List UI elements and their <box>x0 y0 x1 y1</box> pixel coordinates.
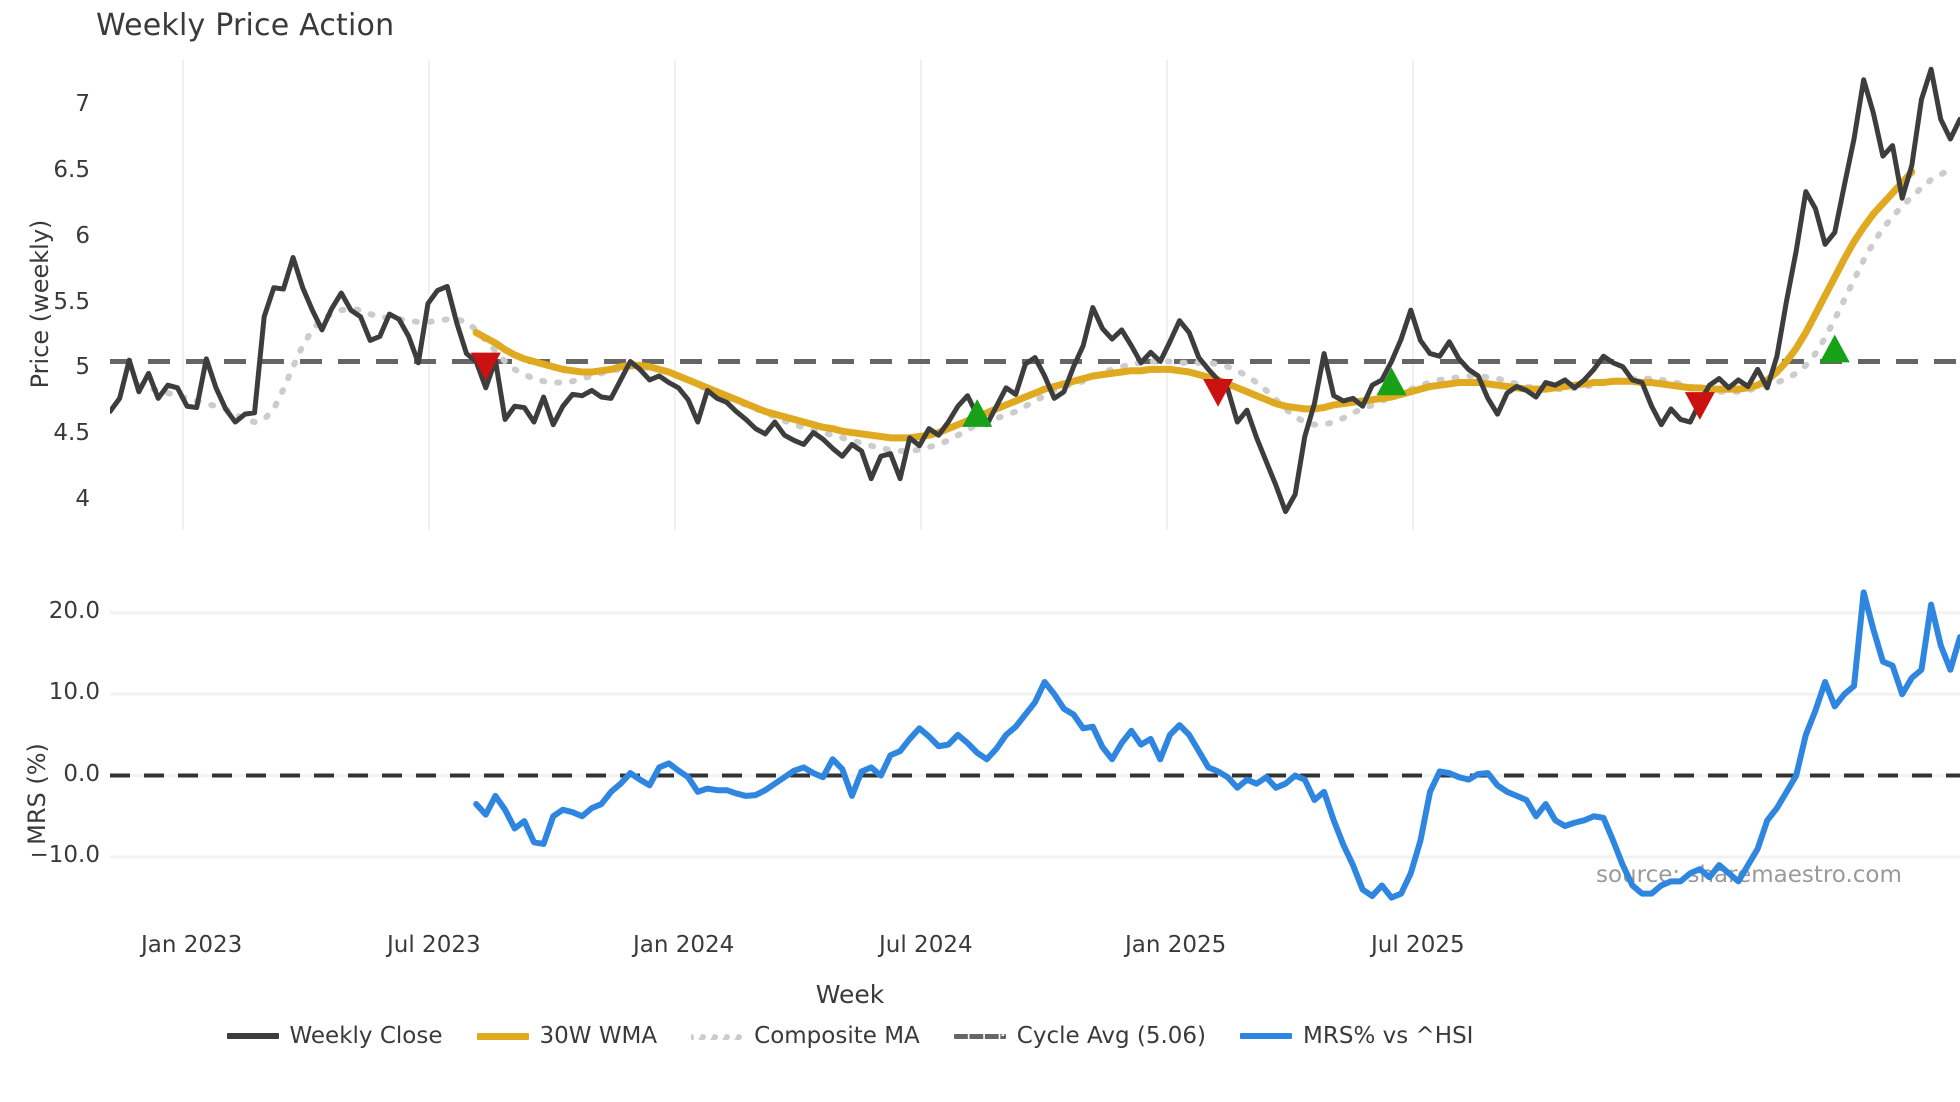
legend-item-3[interactable]: Cycle Avg (5.06) <box>953 1023 1207 1049</box>
price-ytick-4-5: 4.5 <box>53 420 90 447</box>
legend-label: MRS% vs ^HSI <box>1303 1023 1474 1049</box>
buy-marker <box>1819 334 1850 363</box>
legend-label: Weekly Close <box>289 1023 443 1049</box>
price-plot-panel <box>110 60 1960 530</box>
mrs-ytick-20: 20.0 <box>48 597 100 624</box>
price-ytick-6-5: 6.5 <box>53 156 90 183</box>
legend-label: Composite MA <box>754 1023 920 1049</box>
legend-line-solid-gold <box>476 1032 529 1040</box>
legend-line-solid-blue <box>1240 1033 1293 1039</box>
legend-swatch-icon <box>226 1027 279 1045</box>
xtick-jul-2024: Jul 2024 <box>879 932 973 958</box>
mrs-ytick-10: 10.0 <box>48 679 100 706</box>
x-axis-label: Week <box>815 980 885 1009</box>
legend-line-dotted <box>691 1033 744 1040</box>
legend-line-solid-dark <box>226 1033 279 1039</box>
composite-ma-line <box>135 166 1954 455</box>
mrs-plot-panel <box>110 568 1960 918</box>
chart-legend: Weekly Close 30W WMA Composite MA Cycle Avg… <box>0 1023 1700 1049</box>
xtick-jul-2025: Jul 2025 <box>1371 932 1465 958</box>
legend-item-4[interactable]: MRS% vs ^HSI <box>1240 1023 1473 1049</box>
buy-marker <box>1376 367 1407 396</box>
buy-marker <box>962 399 993 427</box>
legend-item-2[interactable]: Composite MA <box>691 1023 920 1049</box>
xtick-jan-2024: Jan 2024 <box>633 932 735 958</box>
mrs-plot-svg <box>110 589 1960 901</box>
price-ytick-5: 5 <box>75 354 90 381</box>
legend-label: 30W WMA <box>539 1023 658 1049</box>
price-ytick-5-5: 5.5 <box>53 288 90 315</box>
xtick-jul-2023: Jul 2023 <box>387 932 481 958</box>
xtick-jan-2025: Jan 2025 <box>1125 932 1227 958</box>
legend-swatch-icon <box>1240 1027 1293 1045</box>
sell-marker <box>1203 379 1234 407</box>
sell-marker <box>1684 392 1715 420</box>
xtick-jan-2023: Jan 2023 <box>141 932 243 958</box>
legend-swatch-icon <box>953 1027 1006 1045</box>
sell-marker <box>470 352 501 381</box>
price-plot-svg <box>110 60 1960 530</box>
weekly-close-line <box>110 66 1960 515</box>
mrs-line <box>473 589 1960 901</box>
price-ytick-4: 4 <box>75 486 90 513</box>
legend-swatch-icon <box>691 1027 744 1045</box>
legend-line-dashed <box>953 1033 1006 1039</box>
mrs-ytick-0: 0.0 <box>63 760 100 787</box>
legend-item-1[interactable]: 30W WMA <box>476 1023 658 1049</box>
wma-line <box>472 168 1916 442</box>
mrs-ytick-m10: −10.0 <box>29 841 100 868</box>
price-ytick-6: 6 <box>75 222 90 249</box>
page-title: Weekly Price Action <box>96 8 395 43</box>
legend-item-0[interactable]: Weekly Close <box>226 1023 443 1049</box>
legend-swatch-icon <box>476 1027 529 1045</box>
legend-label: Cycle Avg (5.06) <box>1016 1023 1207 1049</box>
price-ytick-7: 7 <box>75 91 90 118</box>
